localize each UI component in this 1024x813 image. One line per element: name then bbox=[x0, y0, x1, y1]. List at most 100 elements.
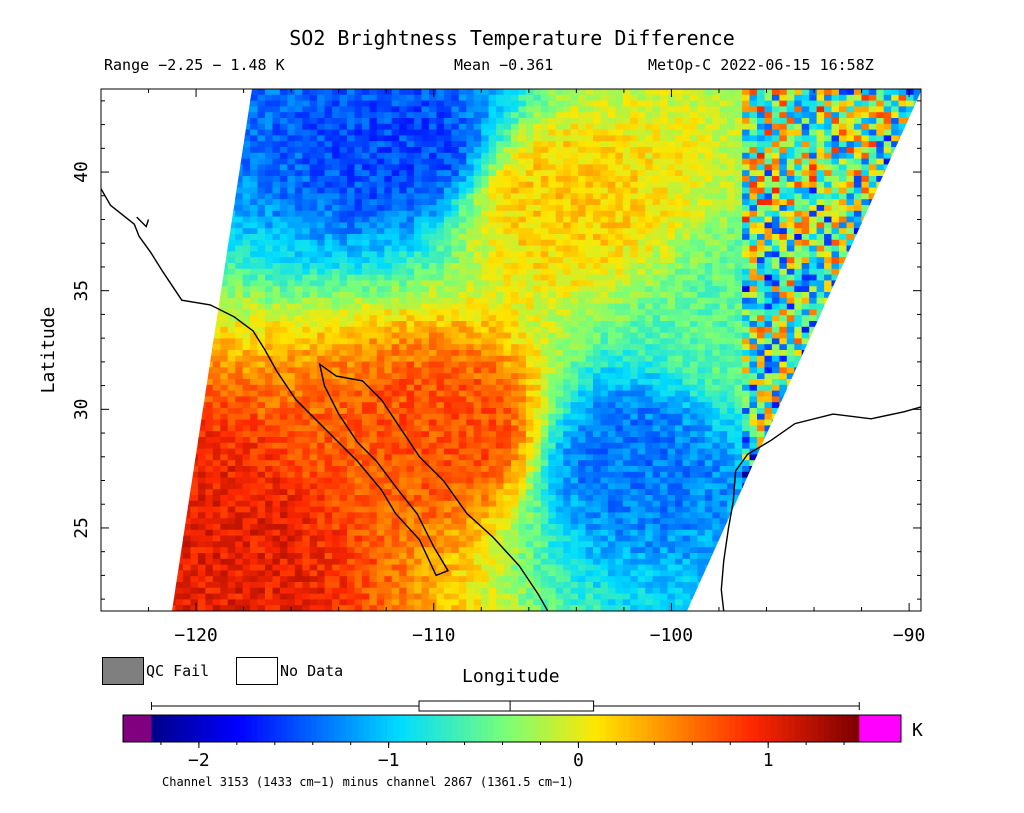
heatmap-cell bbox=[361, 158, 370, 165]
heatmap-cell bbox=[868, 222, 877, 229]
heatmap-cell bbox=[324, 251, 333, 258]
heatmap-cell bbox=[488, 286, 497, 293]
heatmap-cell bbox=[414, 164, 423, 171]
heatmap-cell bbox=[354, 193, 363, 200]
heatmap-cell bbox=[533, 292, 542, 299]
heatmap-cell bbox=[607, 141, 616, 148]
heatmap-cell bbox=[481, 326, 490, 334]
heatmap-cell bbox=[175, 222, 184, 229]
heatmap-cell bbox=[742, 118, 751, 125]
heatmap-cell bbox=[123, 153, 131, 159]
heatmap-cell bbox=[146, 309, 154, 315]
heatmap-cell bbox=[443, 315, 452, 322]
heatmap-cell bbox=[839, 251, 848, 258]
heatmap-cell bbox=[339, 106, 348, 113]
heatmap-cell bbox=[339, 292, 348, 299]
heatmap-cell bbox=[898, 321, 907, 328]
heatmap-cell bbox=[481, 205, 490, 212]
heatmap-cell bbox=[660, 245, 669, 252]
heatmap-cell bbox=[197, 263, 206, 270]
heatmap-cell bbox=[839, 292, 848, 299]
heatmap-cell bbox=[801, 181, 810, 189]
heatmap-cell bbox=[876, 257, 885, 264]
heatmap-cell bbox=[131, 275, 139, 281]
heatmap-cell bbox=[891, 280, 900, 287]
heatmap-cell bbox=[257, 350, 266, 357]
heatmap-cell bbox=[771, 268, 780, 276]
heatmap-cell bbox=[235, 292, 244, 299]
heatmap-cell bbox=[257, 210, 266, 218]
heatmap-cell bbox=[466, 141, 475, 148]
heatmap-cell bbox=[667, 274, 676, 281]
heatmap-cell bbox=[712, 245, 721, 252]
heatmap-cell bbox=[503, 245, 512, 252]
heatmap-cell bbox=[212, 164, 221, 171]
heatmap-cell bbox=[630, 263, 639, 270]
heatmap-cell bbox=[279, 344, 288, 351]
heatmap-cell bbox=[116, 135, 124, 141]
heatmap-cell bbox=[503, 344, 512, 351]
heatmap-cell bbox=[123, 280, 131, 286]
heatmap-cell bbox=[421, 135, 430, 142]
heatmap-cell bbox=[324, 280, 333, 287]
heatmap-cell bbox=[548, 332, 557, 339]
heatmap-cell bbox=[578, 344, 587, 351]
heatmap-cell bbox=[175, 106, 184, 113]
heatmap-cell bbox=[675, 158, 684, 165]
heatmap-cell bbox=[570, 187, 579, 194]
heatmap-cell bbox=[853, 228, 862, 235]
heatmap-cell bbox=[227, 228, 236, 235]
heatmap-cell bbox=[876, 263, 885, 270]
heatmap-cell bbox=[630, 297, 639, 305]
heatmap-cell bbox=[794, 234, 803, 241]
heatmap-cell bbox=[876, 309, 885, 316]
heatmap-cell bbox=[421, 123, 430, 131]
heatmap-cell bbox=[399, 263, 408, 270]
heatmap-cell bbox=[391, 123, 400, 131]
heatmap-cell bbox=[511, 199, 520, 206]
heatmap-cell bbox=[376, 350, 385, 357]
heatmap-cell bbox=[131, 304, 139, 310]
heatmap-cell bbox=[704, 280, 713, 287]
heatmap-cell bbox=[190, 286, 199, 293]
heatmap-cell bbox=[488, 251, 497, 258]
heatmap-cell bbox=[518, 187, 527, 194]
heatmap-cell bbox=[265, 135, 274, 142]
heatmap-cell bbox=[183, 158, 192, 165]
heatmap-cell bbox=[436, 222, 445, 229]
heatmap-cell bbox=[287, 332, 296, 339]
heatmap-cell bbox=[839, 129, 848, 136]
heatmap-cell bbox=[757, 147, 766, 154]
heatmap-cell bbox=[533, 170, 542, 177]
heatmap-cell bbox=[399, 123, 408, 131]
heatmap-cell bbox=[548, 344, 557, 351]
heatmap-cell bbox=[652, 332, 661, 339]
heatmap-cell bbox=[593, 303, 602, 310]
heatmap-cell bbox=[294, 228, 303, 235]
heatmap-cell bbox=[309, 170, 318, 177]
heatmap-cell bbox=[414, 350, 423, 357]
heatmap-cell bbox=[704, 147, 713, 154]
heatmap-cell bbox=[250, 129, 259, 136]
heatmap-cell bbox=[697, 216, 706, 223]
heatmap-cell bbox=[697, 257, 706, 264]
heatmap-cell bbox=[466, 257, 475, 264]
heatmap-cell bbox=[697, 152, 706, 160]
heatmap-cell bbox=[391, 268, 400, 276]
heatmap-cell bbox=[682, 228, 691, 235]
heatmap-cell bbox=[548, 292, 557, 299]
heatmap-cell bbox=[533, 280, 542, 287]
heatmap-cell bbox=[451, 187, 460, 194]
heatmap-cell bbox=[734, 222, 743, 229]
heatmap-cell bbox=[369, 205, 378, 212]
heatmap-cell bbox=[197, 344, 206, 351]
heatmap-cell bbox=[384, 234, 393, 241]
heatmap-cell bbox=[816, 118, 825, 125]
heatmap-cell bbox=[593, 205, 602, 212]
heatmap-cell bbox=[525, 164, 534, 171]
heatmap-cell bbox=[786, 309, 795, 316]
heatmap-cell bbox=[354, 94, 363, 102]
heatmap-cell bbox=[131, 315, 139, 321]
heatmap-cell bbox=[831, 147, 840, 154]
heatmap-cell bbox=[429, 222, 438, 229]
